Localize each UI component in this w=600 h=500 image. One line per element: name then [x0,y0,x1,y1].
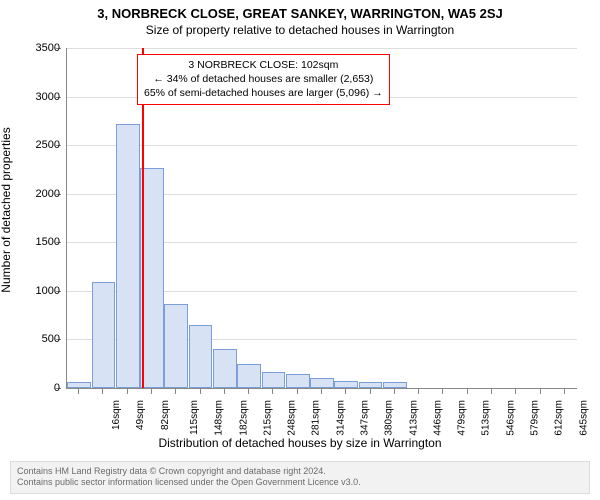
x-tick-label: 546sqm [505,400,516,436]
histogram-bar [237,364,261,388]
annotation-line2: ← 34% of detached houses are smaller (2,… [144,72,383,86]
histogram-bar [334,381,358,388]
histogram-bar [92,282,116,388]
histogram-bar [286,374,310,388]
y-tick-label: 3000 [10,91,60,103]
x-tick-label: 645sqm [578,400,589,436]
x-tick-label: 380sqm [384,400,395,436]
page-title: 3, NORBRECK CLOSE, GREAT SANKEY, WARRING… [0,0,600,21]
x-tick-label: 248sqm [287,400,298,436]
x-tick-label: 413sqm [408,400,419,436]
credit-box: Contains HM Land Registry data © Crown c… [10,461,590,494]
credit-line-2: Contains public sector information licen… [17,477,583,489]
y-tick-label: 3500 [10,42,60,54]
x-tick-label: 579sqm [530,400,541,436]
x-tick-label: 16sqm [111,400,122,430]
histogram-chart: Number of detached properties 3 NORBRECK… [0,40,600,440]
x-tick-label: 182sqm [238,400,249,436]
x-tick-label: 148sqm [214,400,225,436]
histogram-bar [310,378,334,388]
y-tick-label: 0 [10,382,60,394]
histogram-bar [262,372,286,389]
y-tick-label: 2500 [10,139,60,151]
histogram-bar [213,349,237,388]
x-axis-label: Distribution of detached houses by size … [0,436,600,450]
histogram-bar [67,382,91,388]
x-tick-label: 281sqm [311,400,322,436]
annotation-line3: 65% of semi-detached houses are larger (… [144,86,383,100]
y-axis-label: Number of detached properties [0,127,13,292]
page-subtitle: Size of property relative to detached ho… [0,21,600,37]
y-tick-label: 2000 [10,188,60,200]
x-tick-label: 479sqm [457,400,468,436]
x-tick-label: 612sqm [554,400,565,436]
plot-area: 3 NORBRECK CLOSE: 102sqm← 34% of detache… [66,48,577,389]
x-tick-label: 82sqm [160,400,171,430]
annotation-line1: 3 NORBRECK CLOSE: 102sqm [144,58,383,72]
histogram-bar [359,382,383,388]
x-tick-label: 446sqm [432,400,443,436]
x-tick-label: 215sqm [262,400,273,436]
histogram-bar [164,304,188,389]
histogram-bar [116,124,140,388]
y-tick-label: 1000 [10,285,60,297]
annotation-box: 3 NORBRECK CLOSE: 102sqm← 34% of detache… [137,54,390,105]
credit-line-1: Contains HM Land Registry data © Crown c… [17,466,583,478]
x-tick-label: 115sqm [189,400,200,435]
histogram-bar [383,382,407,388]
y-tick-label: 1500 [10,236,60,248]
x-tick-label: 513sqm [481,400,492,436]
y-tick-label: 500 [10,333,60,345]
x-tick-label: 347sqm [360,400,371,436]
histogram-bar [189,325,213,388]
x-tick-label: 314sqm [335,400,346,436]
x-tick-label: 49sqm [135,400,146,430]
